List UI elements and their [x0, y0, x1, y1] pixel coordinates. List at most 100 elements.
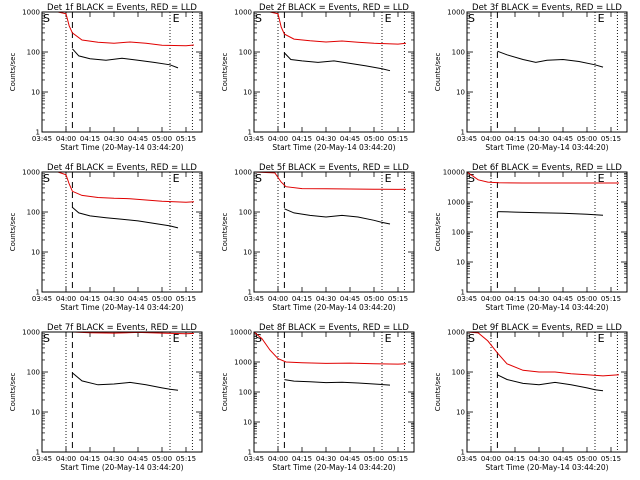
x-axis-label: Start Time (20-May-14 03:44:20): [60, 463, 183, 472]
y-tick-label: 10: [31, 89, 40, 97]
y-tick-label: 10: [31, 249, 40, 257]
panel-title: Det 8f BLACK = Events, RED = LLD: [259, 323, 409, 333]
x-tick-label: 04:45: [553, 295, 573, 303]
x-tick-label: 04:30: [529, 455, 549, 463]
x-axis-label: Start Time (20-May-14 03:44:20): [272, 303, 395, 312]
series-events-line: [284, 379, 391, 386]
x-tick-label: 04:15: [292, 135, 312, 143]
x-tick-label: 05:15: [601, 295, 621, 303]
series-events-line: [497, 374, 604, 392]
y-tick-label: 1000: [22, 169, 40, 177]
marker-e: E: [598, 12, 605, 25]
x-tick-label: 04:30: [529, 135, 549, 143]
y-tick-label: 1: [461, 129, 465, 137]
panel-det-4f: Det 4f BLACK = Events, RED = LLD 1 10 100 10…: [9, 163, 203, 312]
x-tick-label: 04:15: [292, 455, 312, 463]
series-lld-line: [466, 331, 620, 377]
panel-det-6f: Det 6f BLACK = Events, RED = LLD 1 10 100 10…: [434, 163, 628, 312]
marker-s: S: [43, 332, 50, 345]
x-tick-label: 05:00: [577, 455, 597, 463]
y-tick-label: 1000: [447, 199, 465, 207]
panel-title: Det 5f BLACK = Events, RED = LLD: [259, 163, 409, 173]
series-events-line: [72, 372, 179, 391]
y-tick-label: 1000: [234, 9, 252, 17]
plot-frame: [466, 11, 628, 133]
x-axis-label: Start Time (20-May-14 03:44:20): [485, 143, 608, 152]
series-events-line: [72, 207, 179, 229]
y-tick-label: 1000: [234, 169, 252, 177]
y-tick-label: 1: [36, 129, 40, 137]
panel-det-2f: Det 2f BLACK = Events, RED = LLD 1 10 100 10…: [221, 3, 415, 152]
y-tick-label: 1: [461, 449, 465, 457]
y-tick-label: 1: [36, 449, 40, 457]
x-tick-label: 04:30: [104, 135, 124, 143]
x-tick-label: 04:15: [80, 135, 100, 143]
x-tick-label: 04:45: [340, 295, 360, 303]
x-tick-label: 04:15: [80, 295, 100, 303]
plot-frame: [253, 331, 415, 453]
x-tick-label: 05:15: [176, 455, 196, 463]
panel-det-5f: Det 5f BLACK = Events, RED = LLD 1 10 100 10…: [221, 163, 415, 312]
y-axis-label: Counts/sec: [434, 53, 442, 92]
series-events-line: [284, 208, 391, 225]
x-tick-label: 04:15: [292, 295, 312, 303]
marker-e: E: [173, 332, 180, 345]
y-axis-label: Counts/sec: [221, 373, 229, 412]
x-tick-label: 03:45: [244, 295, 264, 303]
plot-frame: [466, 171, 628, 293]
x-tick-label: 05:00: [364, 135, 384, 143]
x-tick-label: 04:00: [268, 295, 288, 303]
y-tick-label: 100: [452, 49, 465, 57]
x-tick-label: 05:15: [176, 295, 196, 303]
marker-e: E: [173, 172, 180, 185]
marker-s: S: [255, 332, 262, 345]
series-lld-line: [42, 171, 195, 203]
y-axis-label: Counts/sec: [9, 373, 17, 412]
x-axis-label: Start Time (20-May-14 03:44:20): [60, 303, 183, 312]
x-tick-label: 03:45: [32, 295, 52, 303]
series-events-line: [72, 48, 179, 69]
series-events-line: [284, 52, 391, 72]
x-tick-label: 05:15: [176, 135, 196, 143]
panel-det-7f: Det 7f BLACK = Events, RED = LLD 1 10 100 10…: [9, 323, 203, 472]
x-tick-label: 03:45: [457, 295, 477, 303]
x-tick-label: 04:45: [553, 135, 573, 143]
x-tick-label: 05:15: [388, 135, 408, 143]
x-tick-label: 04:45: [128, 455, 148, 463]
y-tick-label: 1: [248, 449, 252, 457]
x-axis-label: Start Time (20-May-14 03:44:20): [485, 303, 608, 312]
series-lld-line: [42, 11, 195, 47]
y-tick-label: 10: [456, 409, 465, 417]
x-tick-label: 05:15: [601, 135, 621, 143]
marker-e: E: [385, 12, 392, 25]
y-tick-label: 1000: [22, 9, 40, 17]
x-tick-label: 04:15: [505, 455, 525, 463]
y-tick-label: 100: [452, 369, 465, 377]
panel-title: Det 9f BLACK = Events, RED = LLD: [472, 323, 622, 333]
y-tick-label: 100: [452, 229, 465, 237]
x-axis-label: Start Time (20-May-14 03:44:20): [485, 463, 608, 472]
series-lld-line: [254, 11, 407, 45]
y-tick-label: 1000: [447, 329, 465, 337]
y-tick-label: 1: [248, 129, 252, 137]
x-tick-label: 04:00: [481, 135, 501, 143]
y-tick-label: 10: [456, 259, 465, 267]
x-tick-label: 04:30: [104, 455, 124, 463]
x-tick-label: 04:45: [128, 295, 148, 303]
x-tick-label: 04:00: [481, 455, 501, 463]
x-tick-label: 04:45: [553, 455, 573, 463]
series-lld-line: [466, 171, 619, 184]
series-lld-line: [253, 171, 407, 190]
panel-det-9f: Det 9f BLACK = Events, RED = LLD 1 10 100 10…: [434, 323, 628, 472]
y-tick-label: 1000: [22, 329, 40, 337]
series-events-line: [497, 50, 604, 68]
x-tick-label: 04:15: [505, 135, 525, 143]
x-tick-label: 03:45: [457, 135, 477, 143]
y-tick-label: 10: [243, 419, 252, 427]
x-tick-label: 05:15: [388, 455, 408, 463]
x-tick-label: 05:00: [577, 295, 597, 303]
y-axis-label: Counts/sec: [434, 213, 442, 252]
x-tick-label: 04:00: [481, 295, 501, 303]
x-tick-label: 05:00: [152, 455, 172, 463]
